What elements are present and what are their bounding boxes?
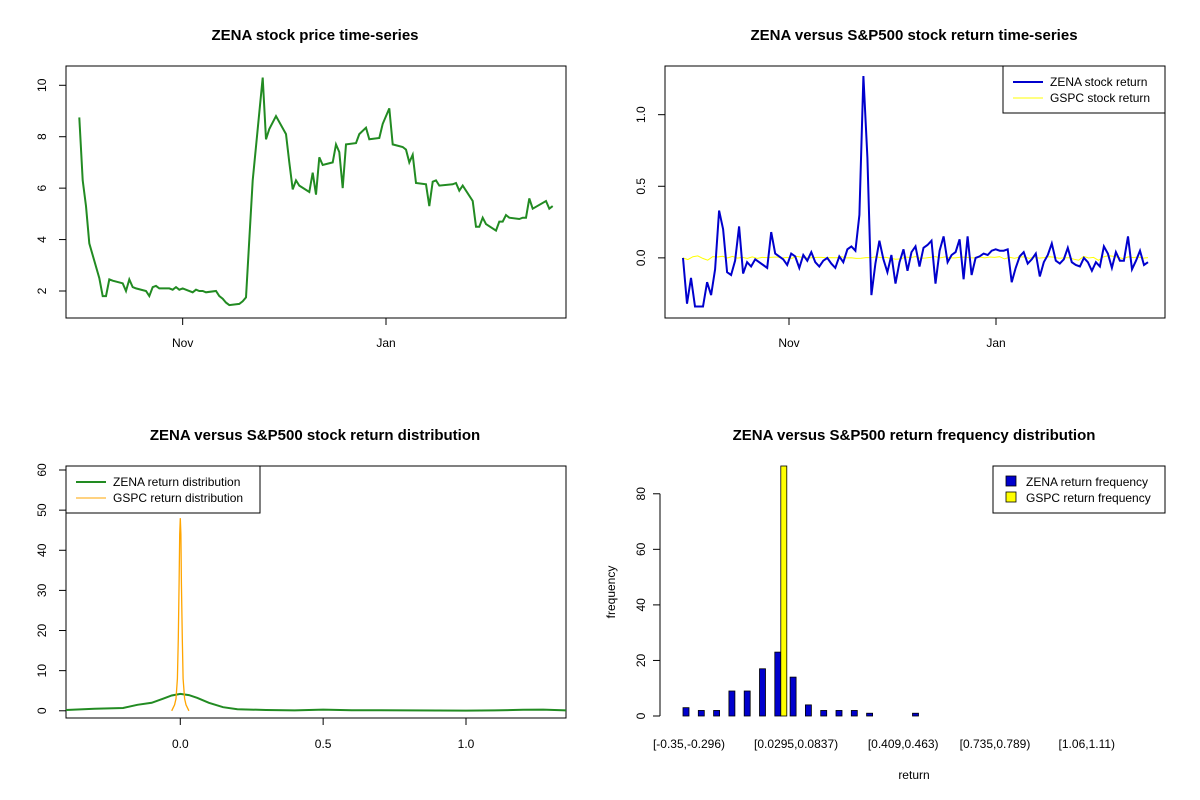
bar-zena-frequency: [805, 704, 812, 717]
x-tick-label: 1.0: [458, 737, 475, 751]
legend: ZENA stock return GSPC stock return: [1002, 65, 1166, 114]
x-tick-label: Nov: [172, 336, 193, 350]
plot-frame: [65, 65, 567, 319]
x-tick-label: [-0.35,-0.296): [653, 737, 725, 751]
axes: 0.0 0.5 1.0 Nov Jan: [634, 106, 1006, 350]
x-tick-label: [0.0295,0.0837): [754, 737, 838, 751]
y-tick-label: 0.0: [634, 249, 648, 266]
x-tick-label: 0.0: [172, 737, 189, 751]
x-tick-label: 0.5: [315, 737, 332, 751]
series-line-gspc-density: [171, 518, 190, 712]
legend-box: [992, 465, 1166, 514]
y-tick-label: 80: [634, 487, 648, 501]
x-tick-label: Jan: [376, 336, 395, 350]
y-tick-label: 4: [35, 236, 49, 243]
legend: ZENA return distribution GSPC return dis…: [65, 465, 261, 514]
y-tick-label: 8: [35, 133, 49, 140]
bar-zena-frequency: [697, 710, 705, 717]
y-tick-label: 40: [634, 598, 648, 612]
series-layer: [65, 518, 567, 712]
legend-box: [65, 465, 261, 514]
series-layer: [682, 465, 919, 717]
legend-swatch: [1005, 475, 1017, 487]
x-tick-label: Nov: [778, 336, 799, 350]
series-line-gspc-return: [682, 255, 1149, 261]
bar-zena-frequency: [835, 710, 843, 717]
legend: ZENA return frequency GSPC return freque…: [992, 465, 1166, 514]
legend-label: GSPC return frequency: [1026, 491, 1151, 505]
legend-box: [1002, 65, 1166, 114]
y-tick-label: 40: [35, 543, 49, 557]
axes: 2 4 6 8 10 Nov Jan: [35, 78, 396, 350]
y-tick-label: 1.0: [634, 106, 648, 123]
y-tick-label: 30: [35, 583, 49, 597]
bar-zena-frequency: [728, 690, 736, 717]
bar-gspc-frequency: [780, 465, 788, 717]
chart-title: ZENA versus S&P500 return frequency dist…: [733, 427, 1096, 444]
panel-price-timeseries: ZENA stock price time-series 2 4 6 8 10 Nov Ja…: [35, 27, 567, 350]
series-line-zena-price: [78, 77, 554, 307]
x-tick-label: [0.735,0.789): [960, 737, 1031, 751]
y-tick-label: 0.5: [634, 178, 648, 195]
series-layer: [78, 77, 554, 307]
panel-return-distribution: ZENA versus S&P500 stock return distribu…: [35, 427, 567, 751]
legend-label: GSPC stock return: [1050, 91, 1150, 105]
y-tick-label: 0: [35, 707, 49, 714]
panel-return-timeseries: ZENA versus S&P500 stock return time-ser…: [634, 27, 1166, 350]
x-tick-label: Jan: [986, 336, 1005, 350]
y-tick-label: 6: [35, 184, 49, 191]
y-tick-label: 0: [634, 712, 648, 719]
legend-label: ZENA return distribution: [113, 475, 240, 489]
bar-zena-frequency: [912, 712, 919, 717]
bar-zena-frequency: [743, 690, 751, 717]
y-tick-label: 20: [35, 624, 49, 638]
bar-zena-frequency: [850, 710, 858, 717]
plot-frame: [664, 65, 1166, 319]
x-tick-label: [1.06,1.11): [1059, 737, 1115, 751]
y-tick-label: 10: [35, 664, 49, 678]
legend-label: GSPC return distribution: [113, 491, 243, 505]
y-tick-label: 10: [35, 78, 49, 92]
bar-zena-frequency: [866, 712, 873, 717]
legend-label: ZENA stock return: [1050, 75, 1147, 89]
bar-zena-frequency: [820, 710, 828, 717]
x-axis-label: return: [898, 768, 929, 782]
bar-zena-frequency: [759, 668, 766, 717]
bar-zena-frequency: [682, 707, 690, 717]
axes: 0 10 20 30 40 50 60 0.0 0.5 1.0: [35, 463, 475, 751]
plot-frame: [65, 465, 567, 719]
panel-frequency-distribution: ZENA versus S&P500 return frequency dist…: [604, 427, 1166, 782]
series-line-zena-return: [682, 75, 1149, 308]
y-tick-label: 50: [35, 503, 49, 517]
y-tick-label: 2: [35, 287, 49, 294]
series-layer: [682, 75, 1149, 308]
y-tick-label: 20: [634, 653, 648, 667]
series-line-zena-density: [65, 692, 567, 712]
y-axis-label: frequency: [604, 566, 618, 619]
bar-zena-frequency: [713, 710, 720, 717]
y-tick-label: 60: [634, 542, 648, 556]
chart-title: ZENA versus S&P500 stock return distribu…: [150, 427, 480, 444]
axes: 0 20 40 60 80 [-0.35,-0.296) [0.0295,0.0837) [0…: [634, 487, 1115, 751]
legend-label: ZENA return frequency: [1026, 475, 1148, 489]
legend-swatch: [1005, 491, 1017, 503]
chart-title: ZENA stock price time-series: [211, 27, 418, 44]
bar-zena-frequency: [774, 651, 782, 717]
x-tick-label: [0.409,0.463): [868, 737, 939, 751]
chart-title: ZENA versus S&P500 stock return time-ser…: [750, 27, 1077, 44]
bar-zena-frequency: [789, 676, 797, 717]
y-tick-label: 60: [35, 463, 49, 477]
